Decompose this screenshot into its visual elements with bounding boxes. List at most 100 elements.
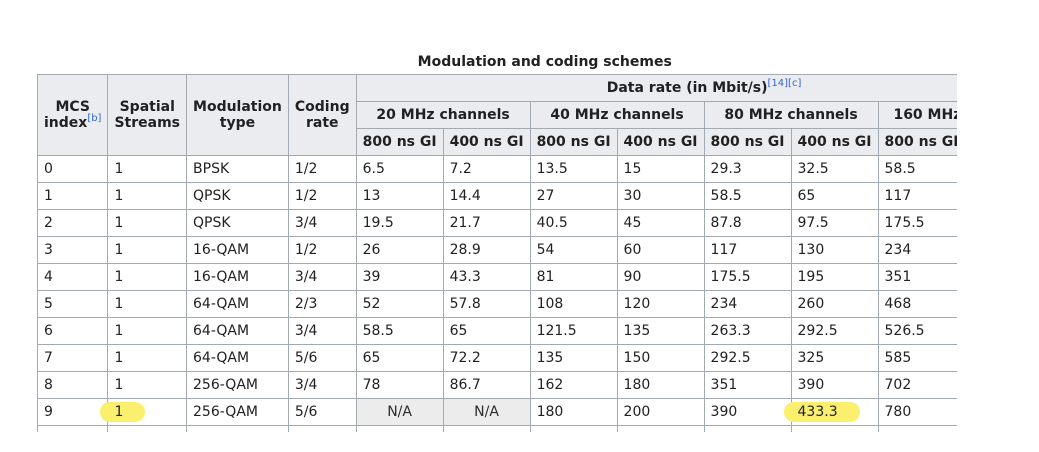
table-cell <box>186 425 289 432</box>
table-cell: 1/2 <box>287 236 357 264</box>
table-cell: 3/4 <box>287 371 357 399</box>
table-cell <box>790 425 879 432</box>
header-cell: 400 ns GI <box>442 128 531 156</box>
table-cell: 64-QAM <box>186 344 289 372</box>
table-cell: 57.8 <box>442 290 531 318</box>
header-cell: Modulation type <box>186 74 289 156</box>
table-cell: N/A <box>442 398 531 426</box>
table-cell: 195 <box>790 263 879 291</box>
table-cell: 135 <box>616 317 705 345</box>
table-cell: 8 <box>37 371 109 399</box>
table-cell: 390 <box>703 398 792 426</box>
table-cell: 120 <box>616 290 705 318</box>
table-cell: 15 <box>616 155 705 183</box>
table-cell <box>616 425 705 432</box>
table-cell: 1 <box>107 236 188 264</box>
table-cell: 175.5 <box>703 263 792 291</box>
table-cell: 43.3 <box>442 263 531 291</box>
table-cell: 1 <box>107 290 188 318</box>
footnote-link[interactable]: [14][c] <box>767 78 802 89</box>
header-cell: 80 MHz channels <box>703 101 879 129</box>
table-cell: BPSK <box>186 155 289 183</box>
table-cell: 52 <box>355 290 444 318</box>
table-cell: 1 <box>100 398 188 426</box>
table-cell: 7 <box>37 344 109 372</box>
table-cell: 351 <box>703 371 792 399</box>
table-cell: 27 <box>529 182 618 210</box>
table-cell <box>37 425 109 432</box>
table-cell: 6 <box>37 317 109 345</box>
table-cell: 468 <box>877 290 957 318</box>
table-row: 6 1 64-QAM 3/4 58.5 65 121.5 135 263.3 292.5 526.5… <box>37 317 957 345</box>
mcs-table: Modulation and coding schemes MCS index[… <box>37 52 957 432</box>
table-cell: 780 <box>877 398 957 426</box>
table-cell: 6.5 <box>355 155 444 183</box>
table-cell: 97.5 <box>790 209 879 237</box>
table-cell: 121.5 <box>529 317 618 345</box>
table-cell: 19.5 <box>355 209 444 237</box>
header-cell: 800 ns GI <box>877 128 957 156</box>
table-cell: 14.4 <box>442 182 531 210</box>
table-body: 01BPSK1/26.57.213.51529.332.558.56511QPS… <box>37 155 957 432</box>
table-cell: 234 <box>877 236 957 264</box>
table-row <box>37 425 957 432</box>
table-cell: 1 <box>107 209 188 237</box>
table-cell: 16-QAM <box>186 236 289 264</box>
table-cell: 64-QAM <box>186 290 289 318</box>
header-cell: 40 MHz channels <box>529 101 705 129</box>
table-cell: 1 <box>37 182 109 210</box>
table-cell: 72.2 <box>442 344 531 372</box>
table-cell: QPSK <box>186 182 289 210</box>
table-cell: 5 <box>37 290 109 318</box>
table-cell: 256-QAM <box>186 398 289 426</box>
table-cell <box>355 425 444 432</box>
table-head: MCS index[b] Spatial Streams Modulation … <box>37 74 957 156</box>
table-cell: 4 <box>37 263 109 291</box>
table-cell: 3/4 <box>287 263 357 291</box>
header-cell: 400 ns GI <box>616 128 705 156</box>
table-cell: 256-QAM <box>186 371 289 399</box>
table-cell: 135 <box>529 344 618 372</box>
table-cell: 325 <box>790 344 879 372</box>
table-cell: 180 <box>616 371 705 399</box>
table-cell: 28.9 <box>442 236 531 264</box>
table-cell: 234 <box>703 290 792 318</box>
table-cell: 117 <box>877 182 957 210</box>
table-cell: 3/4 <box>287 317 357 345</box>
table-cell: 65 <box>790 182 879 210</box>
table-cell: 117 <box>703 236 792 264</box>
table-cell: 78 <box>355 371 444 399</box>
table-cell: 16-QAM <box>186 263 289 291</box>
table-cell: 32.5 <box>790 155 879 183</box>
table-cell: 1 <box>107 344 188 372</box>
table-cell: 87.8 <box>703 209 792 237</box>
table-cell: 433.3 <box>783 398 879 426</box>
header-cell: 400 ns GI <box>790 128 879 156</box>
table-cell: 21.7 <box>442 209 531 237</box>
header-cell: MCS index[b] <box>37 74 109 156</box>
header-cell: Spatial Streams <box>107 74 188 156</box>
table-cell: 40.5 <box>529 209 618 237</box>
footnote-link[interactable]: [b] <box>87 113 102 124</box>
header-row: 20 MHz channels 40 MHz channels 80 MHz cha… <box>38 101 957 129</box>
table-caption: Modulation and coding schemes <box>417 54 672 70</box>
table-cell: 13.5 <box>529 155 618 183</box>
table-cell: 60 <box>616 236 705 264</box>
table-cell: 263.3 <box>703 317 792 345</box>
header-cell: 160 MHz channels <box>877 101 957 129</box>
header-cell: Coding rate <box>287 74 357 156</box>
table-cell <box>107 425 188 432</box>
table-cell: 30 <box>616 182 705 210</box>
table-cell: 58.5 <box>703 182 792 210</box>
table-cell: 0 <box>37 155 109 183</box>
table-cell: 585 <box>877 344 957 372</box>
table-cell: 65 <box>355 344 444 372</box>
table-cell: 175.5 <box>877 209 957 237</box>
table-cell: 200 <box>616 398 705 426</box>
table-cell: 13 <box>355 182 444 210</box>
table-cell: 162 <box>529 371 618 399</box>
table-cell <box>703 425 792 432</box>
